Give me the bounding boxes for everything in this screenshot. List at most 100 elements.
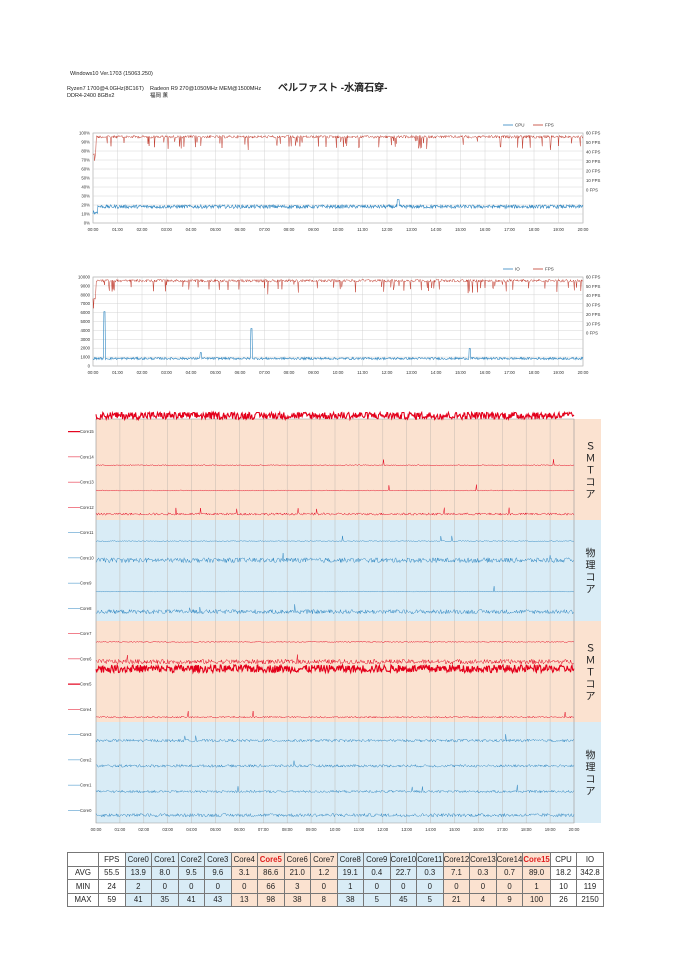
x-tick-label: 19:00 xyxy=(553,370,564,375)
stats-cell: 38 xyxy=(283,892,311,907)
core-label: Core2 xyxy=(80,757,92,762)
location: 福岡 薫 xyxy=(150,93,169,99)
x-tick-label: 05:00 xyxy=(210,370,221,375)
x-tick-label: 05:00 xyxy=(210,827,221,832)
stats-cell: 0 xyxy=(442,879,471,894)
stats-cell: 9.5 xyxy=(177,865,205,880)
stats-header-cell: Core5 xyxy=(257,852,285,867)
x-tick-label: 01:00 xyxy=(115,827,126,832)
y-tick-label: 6000 xyxy=(80,310,90,315)
core-series-line xyxy=(95,484,575,492)
stats-cell: 0 xyxy=(469,879,497,894)
stats-cell: 66 xyxy=(257,879,285,894)
y2-tick-label: 30 FPS xyxy=(586,159,600,164)
core-series-line xyxy=(95,784,575,794)
stats-cell: 0 xyxy=(230,879,258,894)
y-tick-label: 20% xyxy=(81,203,90,208)
stats-cell: 5 xyxy=(363,892,391,907)
core-label: Core13 xyxy=(80,480,94,485)
y-tick-label: 3000 xyxy=(80,337,90,342)
x-tick-label: 12:00 xyxy=(377,827,388,832)
ram-spec: DDR4-2400 8GBx2 xyxy=(67,93,115,99)
y-tick-label: 0% xyxy=(84,221,90,226)
core-group-label-char: Ｔ xyxy=(586,668,596,679)
stats-cell: 0 xyxy=(363,879,391,894)
stats-header-cell xyxy=(67,852,99,867)
y-tick-label: 0 xyxy=(88,364,91,369)
x-tick-label: 05:00 xyxy=(210,227,221,232)
stats-cell: 13.9 xyxy=(124,865,152,880)
x-tick-label: 00:00 xyxy=(88,227,99,232)
x-tick-label: 08:00 xyxy=(282,827,293,832)
legend-label-2: FPS xyxy=(545,123,554,128)
x-tick-label: 03:00 xyxy=(161,370,172,375)
core-label: Core3 xyxy=(80,732,92,737)
y2-tick-label: 0 FPS xyxy=(586,187,598,192)
core-series-line xyxy=(95,734,575,743)
stats-cell: 21.0 xyxy=(283,865,311,880)
core-group-label-char: 理 xyxy=(586,762,596,774)
stats-cell: 89.0 xyxy=(522,865,551,880)
y-tick-label: 10% xyxy=(81,212,90,217)
y-tick-label: 60% xyxy=(81,167,90,172)
x-tick-label: 14:00 xyxy=(431,370,442,375)
y-tick-label: 2000 xyxy=(80,346,90,351)
core-label: Core9 xyxy=(80,581,92,586)
x-tick-label: 02:00 xyxy=(137,227,148,232)
stats-cell: 119 xyxy=(576,879,604,894)
y2-tick-label: 0 FPS xyxy=(586,331,598,336)
core-label: Core1 xyxy=(80,783,92,788)
y-tick-label: 70% xyxy=(81,158,90,163)
core-group-label-char: コ xyxy=(586,573,596,584)
stats-header-cell: Core6 xyxy=(283,852,311,867)
stats-cell: 0 xyxy=(177,879,205,894)
os-version: Windows10 Ver.1703 (15063.250) xyxy=(70,71,153,77)
gpu-spec: Radeon R9 270@1050MHz MEM@1500MHz xyxy=(150,86,262,92)
x-tick-label: 13:00 xyxy=(401,827,412,832)
y-tick-label: 1000 xyxy=(80,355,90,360)
stats-cell: 342.8 xyxy=(576,865,604,880)
x-tick-label: 04:00 xyxy=(186,827,197,832)
x-tick-label: 04:00 xyxy=(186,370,197,375)
stats-cell: 35 xyxy=(151,892,179,907)
x-tick-label: 12:00 xyxy=(382,370,393,375)
x-tick-label: 18:00 xyxy=(521,827,532,832)
stats-cell: 59 xyxy=(98,892,126,907)
core-series-line xyxy=(95,662,575,675)
y2-tick-label: 40 FPS xyxy=(586,149,600,154)
x-tick-label: 15:00 xyxy=(455,370,466,375)
legend-label-2: FPS xyxy=(545,267,554,272)
x-tick-label: 10:00 xyxy=(333,227,344,232)
core-group-side xyxy=(574,520,601,621)
x-tick-label: 16:00 xyxy=(480,227,491,232)
stats-cell: 10 xyxy=(549,879,578,894)
stats-cell: 13 xyxy=(230,892,258,907)
core-series-line xyxy=(95,640,575,643)
y2-tick-label: 60 FPS xyxy=(586,275,600,280)
y-tick-label: 80% xyxy=(81,149,90,154)
stats-cell: 0 xyxy=(416,879,444,894)
x-tick-label: 11:00 xyxy=(357,227,368,232)
stats-header-cell: Core15 xyxy=(522,852,551,867)
x-tick-label: 07:00 xyxy=(259,370,270,375)
stats-header-cell: Core4 xyxy=(230,852,258,867)
x-tick-label: 02:00 xyxy=(137,370,148,375)
x-tick-label: 01:00 xyxy=(112,227,123,232)
core-group-label-char: ア xyxy=(586,787,596,798)
core-label: Core4 xyxy=(80,707,92,712)
stats-header-cell: Core13 xyxy=(469,852,497,867)
core-label: Core0 xyxy=(80,808,92,813)
cpu-spec: Ryzen7 1700@4.0GHz(8C16T) xyxy=(67,86,144,92)
stats-header-cell: Core9 xyxy=(363,852,391,867)
x-tick-label: 10:00 xyxy=(330,827,341,832)
core-series-line xyxy=(95,586,574,593)
stats-cell: 43 xyxy=(204,892,232,907)
fps-series-line xyxy=(92,278,584,309)
core-group-label-char: ア xyxy=(586,585,596,596)
stats-header-cell: CPU xyxy=(549,852,578,867)
stats-cell: 55.5 xyxy=(98,865,126,880)
core-label: Core10 xyxy=(80,555,94,560)
core-group-label-char: コ xyxy=(586,478,596,489)
stats-cell: 0 xyxy=(204,879,232,894)
stats-cell: 41 xyxy=(177,892,205,907)
